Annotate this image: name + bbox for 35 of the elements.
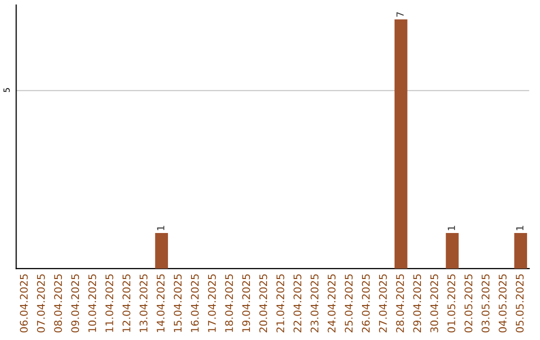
x-tick-label: 23.04.2025 [310, 274, 318, 332]
x-tick-label: 27.04.2025 [378, 274, 387, 332]
x-tick-label: 24.04.2025 [328, 274, 336, 332]
data-label: 1 [448, 226, 455, 230]
x-tick-label: 09.04.2025 [71, 274, 80, 332]
x-tick-label: 05.05.2025 [516, 274, 524, 332]
x-tick-label: 30.04.2025 [430, 274, 438, 332]
x-tick-label: 01.05.2025 [447, 274, 456, 332]
x-tick-label: 12.04.2025 [122, 274, 130, 332]
x-tick-label: 14.04.2025 [156, 274, 165, 332]
y-tick-label: 5 [4, 88, 10, 92]
x-tick-label: 19.04.2025 [242, 274, 250, 332]
x-tick-label: 02.05.2025 [464, 274, 472, 332]
x-tick-label: 21.04.2025 [276, 274, 284, 332]
data-label: 1 [157, 226, 164, 230]
x-tick-label: 03.05.2025 [482, 274, 490, 332]
x-tick-label: 17.04.2025 [208, 274, 216, 332]
x-tick-label: 11.04.2025 [105, 274, 114, 332]
x-tick-label: 20.04.2025 [259, 274, 268, 332]
x-tick-label: 16.04.2025 [190, 274, 199, 332]
x-tick-label: 26.04.2025 [362, 274, 370, 332]
x-tick-label: 10.04.2025 [88, 274, 96, 332]
x-tick-label: 06.04.2025 [20, 274, 28, 332]
x-tick-label: 07.04.2025 [36, 274, 45, 332]
x-tick-label: 04.05.2025 [498, 274, 507, 332]
x-tick-label: 25.04.2025 [344, 274, 353, 332]
x-tick-label: 28.04.2025 [396, 274, 404, 332]
x-tick-label: 22.04.2025 [293, 274, 302, 332]
data-label: 1 [516, 226, 524, 230]
x-tick-label: 29.04.2025 [413, 274, 422, 332]
data-label: 7 [396, 12, 404, 17]
x-tick-label: 15.04.2025 [174, 274, 182, 332]
x-tick-label: 18.04.2025 [225, 274, 233, 332]
x-tick-label: 13.04.2025 [140, 274, 148, 332]
x-tick-label: 08.04.2025 [54, 274, 62, 332]
